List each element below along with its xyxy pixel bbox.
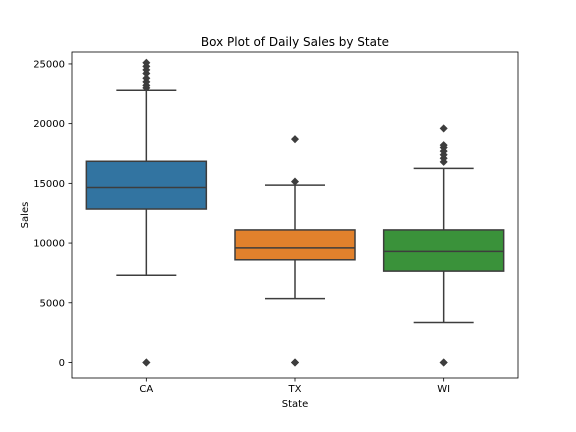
box-tx <box>234 135 356 367</box>
y-tick-label-25000: 25000 <box>33 59 65 70</box>
outlier-point-5 <box>142 74 151 83</box>
x-tick-label-ca: CA <box>139 384 153 395</box>
outlier-point-8 <box>439 124 448 133</box>
iqr-box <box>85 160 208 210</box>
outlier-point-2 <box>290 177 300 186</box>
box-wi <box>382 124 505 367</box>
outlier-point-9 <box>142 58 151 67</box>
y-tick-label-5000: 5000 <box>40 298 65 309</box>
iqr-box <box>234 229 356 261</box>
x-axis-label: State <box>282 399 308 410</box>
plot-layer <box>85 58 505 367</box>
x-tick-label-tx: TX <box>288 384 302 395</box>
outlier-point-3 <box>290 135 300 144</box>
outlier-point-1 <box>290 358 300 367</box>
y-tick-label-15000: 15000 <box>33 179 65 190</box>
box-ca <box>85 58 208 367</box>
outlier-point-1 <box>142 358 151 367</box>
y-tick-label-10000: 10000 <box>33 239 65 250</box>
y-axis-label: Sales <box>20 202 31 229</box>
chart-title: Box Plot of Daily Sales by State <box>201 35 389 49</box>
outlier-point-7 <box>439 141 448 150</box>
iqr-box <box>382 229 505 272</box>
x-tick-label-wi: WI <box>437 384 450 395</box>
axis-layer: 0 5000 10000 15000 20000 25000 CA TX WI <box>33 51 519 395</box>
y-tick-label-0: 0 <box>59 358 65 369</box>
outlier-point-1 <box>439 358 448 367</box>
y-tick-label-20000: 20000 <box>33 119 65 130</box>
